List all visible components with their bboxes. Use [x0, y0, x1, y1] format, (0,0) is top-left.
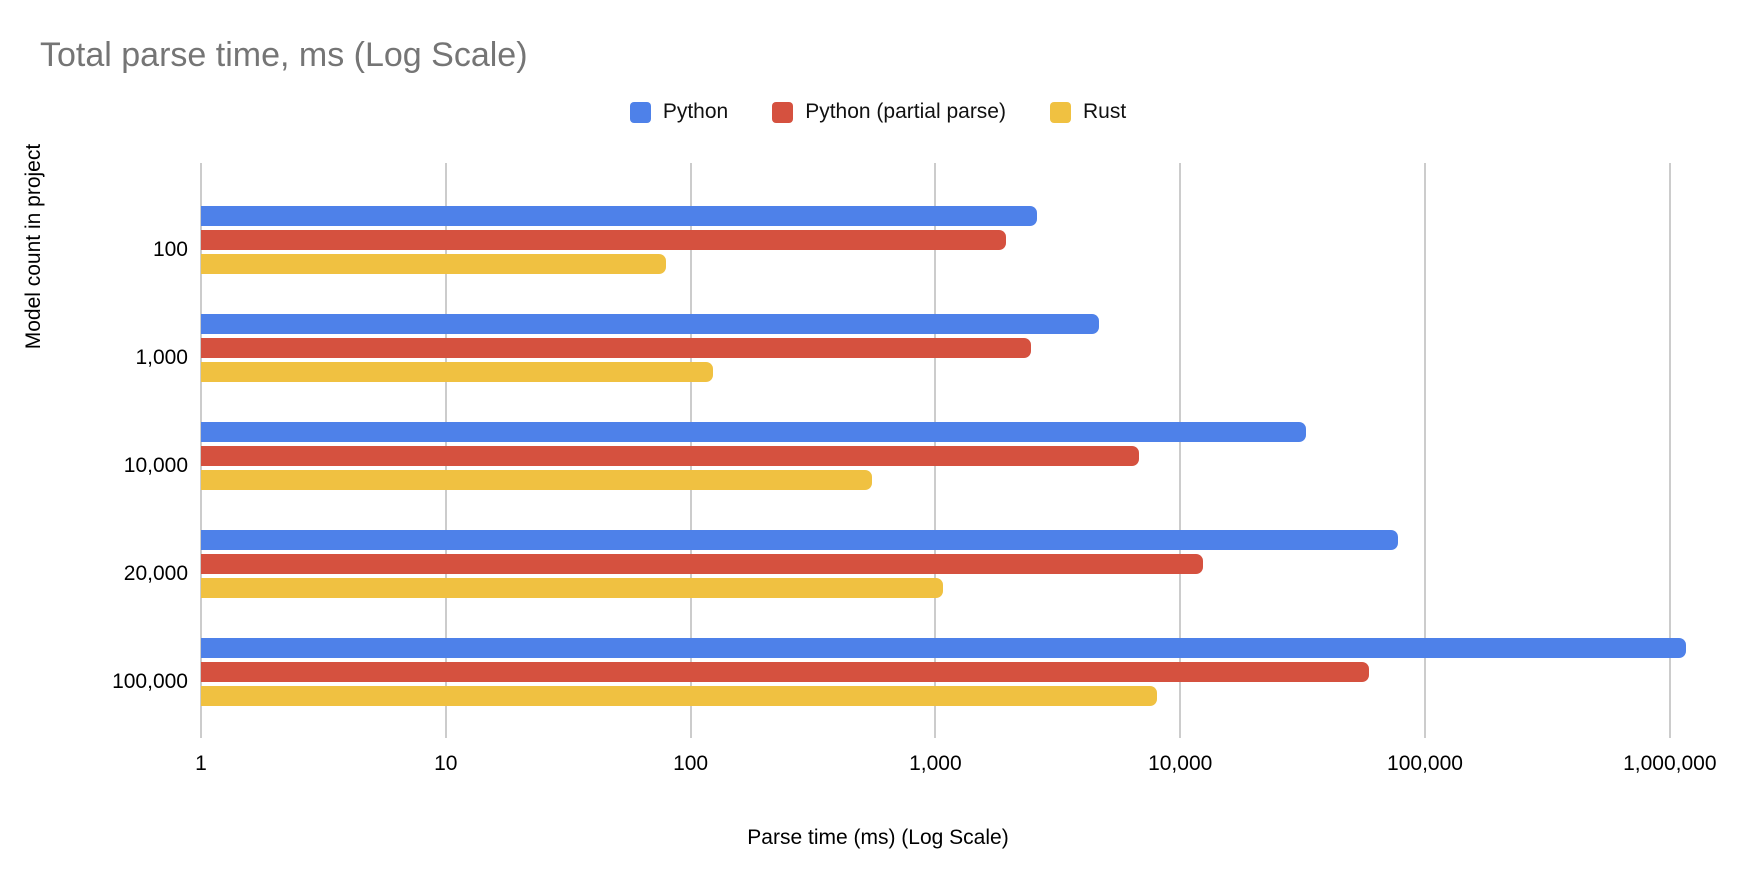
- x-axis-title: Parse time (ms) (Log Scale): [747, 826, 1009, 849]
- x-tick-label: 1,000: [909, 752, 962, 775]
- gridline-100-000: [1424, 163, 1426, 738]
- y-category-label: 1,000: [135, 346, 188, 369]
- bar-python-partial-parse-1-000[interactable]: [201, 338, 1031, 358]
- bar-rust-100[interactable]: [201, 254, 666, 274]
- legend-item-rust[interactable]: Rust: [1049, 100, 1127, 124]
- bar-python-partial-parse-20-000[interactable]: [201, 554, 1204, 574]
- bar-python-100-000[interactable]: [201, 638, 1687, 658]
- gridline-10-000: [1179, 163, 1182, 738]
- chart-title: Total parse time, ms (Log Scale): [40, 36, 528, 74]
- bar-rust-20-000[interactable]: [201, 578, 943, 598]
- bar-python-100[interactable]: [201, 206, 1037, 226]
- y-category-label: 10,000: [123, 454, 188, 477]
- x-tick-label: 10,000: [1148, 752, 1213, 775]
- gridline-1-000-000: [1668, 163, 1671, 738]
- y-axis-title: Model count in project: [22, 143, 45, 350]
- bar-python-1-000[interactable]: [201, 314, 1099, 334]
- legend-item-python[interactable]: Python: [629, 100, 729, 124]
- x-tick-label: 1: [195, 752, 207, 775]
- x-tick-label: 100: [673, 752, 709, 775]
- x-tick-label: 10: [434, 752, 458, 775]
- bar-python-partial-parse-10-000[interactable]: [201, 446, 1140, 466]
- python-partial-parse-swatch-icon: [772, 101, 794, 123]
- bar-rust-1-000[interactable]: [201, 362, 714, 382]
- y-category-label: 20,000: [123, 562, 188, 585]
- bar-python-partial-parse-100[interactable]: [201, 230, 1007, 250]
- y-category-label: 100,000: [112, 670, 188, 693]
- legend-label: Python (partial parse): [805, 100, 1006, 123]
- y-category-label: 100: [152, 238, 188, 261]
- x-tick-label: 100,000: [1387, 752, 1463, 775]
- bar-rust-10-000[interactable]: [201, 470, 872, 490]
- bar-python-10-000[interactable]: [201, 422, 1306, 442]
- bar-python-20-000[interactable]: [201, 530, 1398, 550]
- legend-label: Rust: [1082, 100, 1127, 123]
- rust-swatch-icon: [1049, 101, 1071, 123]
- python-swatch-icon: [629, 101, 651, 123]
- legend-label: Python: [662, 100, 729, 123]
- bar-rust-100-000[interactable]: [201, 686, 1158, 706]
- legend-item-python-partial-parse[interactable]: Python (partial parse): [772, 100, 1006, 124]
- x-tick-label: 1,000,000: [1623, 752, 1717, 775]
- legend: Python Python (partial parse) Rust: [0, 100, 1756, 124]
- bar-python-partial-parse-100-000[interactable]: [201, 662, 1369, 682]
